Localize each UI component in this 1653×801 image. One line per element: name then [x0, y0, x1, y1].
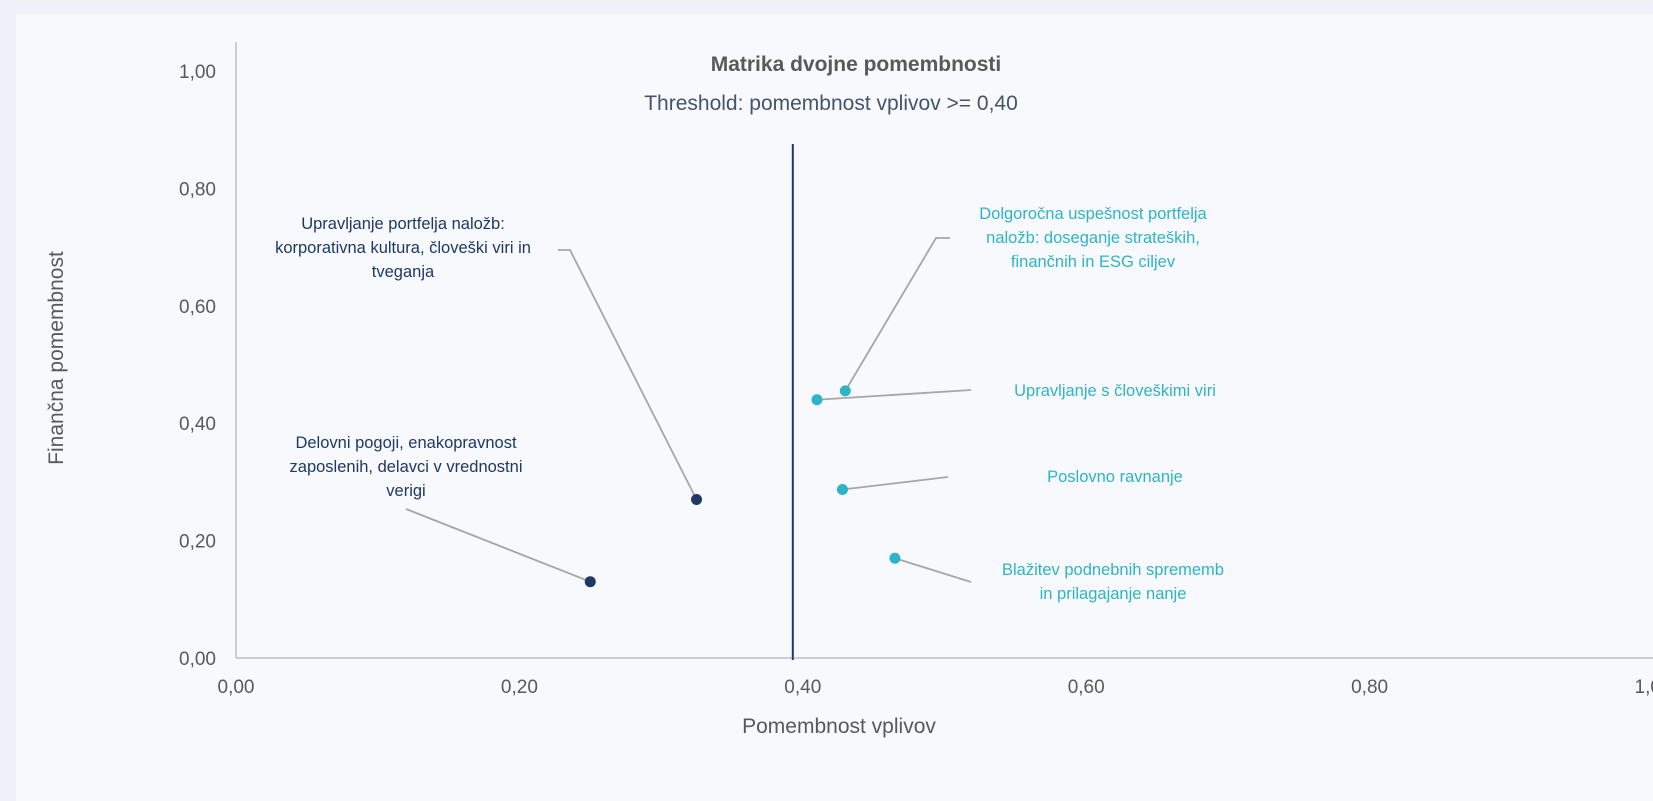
data-point-label-line: naložb: doseganje strateških,	[986, 229, 1200, 247]
leader-line	[844, 237, 950, 392]
data-point-label-line: in prilagajanje nanje	[1040, 585, 1187, 603]
data-point-label: Delovni pogoji, enakopravnost zaposlenih,…	[290, 434, 523, 500]
leader-line	[405, 508, 591, 583]
x-axis-title: Pomembnost vplivov	[742, 715, 936, 738]
double-materiality-chart: Matrika dvojne pomembnosti Threshold: po…	[45, 42, 1653, 738]
x-tick-label: 0,80	[1351, 677, 1388, 698]
data-point-label-line: Delovni pogoji, enakopravnost	[295, 434, 516, 452]
leader-line	[894, 557, 972, 583]
x-tick-label: 0,60	[1068, 677, 1105, 698]
x-tick-label: 0,00	[218, 677, 255, 698]
data-point-label: Dolgoročna uspešnost portfelja naložb: do…	[979, 205, 1207, 271]
data-point-label-line: tveganja	[372, 263, 435, 281]
chart-title: Matrika dvojne pomembnosti	[711, 53, 1002, 76]
data-point-label-line: verigi	[386, 482, 425, 500]
data-point	[889, 552, 901, 564]
y-axis-title: Finančna pomembnost	[45, 251, 68, 465]
data-point-label: Poslovno ravnanje	[1047, 468, 1183, 486]
data-point-label: Upravljanje s človeškimi viri	[1014, 382, 1216, 400]
x-tick-label: 0,20	[501, 677, 538, 698]
y-tick-label: 0,20	[179, 532, 216, 553]
y-tick-label: 0,00	[179, 649, 216, 670]
data-point	[691, 494, 703, 506]
data-point-label-line: Dolgoročna uspešnost portfelja	[979, 205, 1207, 223]
leader-line	[558, 249, 698, 500]
data-point-label-line: Blažitev podnebnih sprememb	[1002, 561, 1224, 579]
data-point	[811, 394, 823, 406]
y-tick-label: 0,80	[179, 179, 216, 200]
data-point-label-line: Poslovno ravnanje	[1047, 468, 1183, 486]
data-point-label: Upravljanje portfelja naložb: korporativn…	[275, 215, 531, 281]
plot-area: 0,00 0,20 0,40 0,60 0,80 1,00 0,00 0,20 0,40 0,60…	[179, 42, 1653, 698]
data-point-label: Blažitev podnebnih sprememb in prilagajan…	[1002, 561, 1224, 603]
data-point	[584, 576, 596, 588]
data-point-label-line: Upravljanje s človeškimi viri	[1014, 382, 1216, 400]
data-point-label-line: finančnih in ESG ciljev	[1011, 253, 1176, 271]
data-point	[836, 484, 848, 496]
leader-line	[816, 389, 972, 401]
data-point	[839, 385, 851, 397]
data-point-label-line: korporativna kultura, človeški viri in	[275, 239, 531, 257]
data-point-label-line: zaposlenih, delavci v vrednostni	[290, 458, 523, 476]
y-tick-label: 0,60	[179, 297, 216, 318]
x-tick-label: 1,00	[1635, 677, 1653, 698]
x-tick-label: 0,40	[784, 677, 821, 698]
leader-line	[842, 476, 949, 491]
data-point-label-line: Upravljanje portfelja naložb:	[301, 215, 505, 233]
chart-panel: Matrika dvojne pomembnosti Threshold: po…	[16, 14, 1653, 801]
y-tick-label: 0,40	[179, 414, 216, 435]
y-tick-label: 1,00	[179, 62, 216, 83]
chart-subtitle: Threshold: pomembnost vplivov >= 0,40	[644, 92, 1018, 115]
